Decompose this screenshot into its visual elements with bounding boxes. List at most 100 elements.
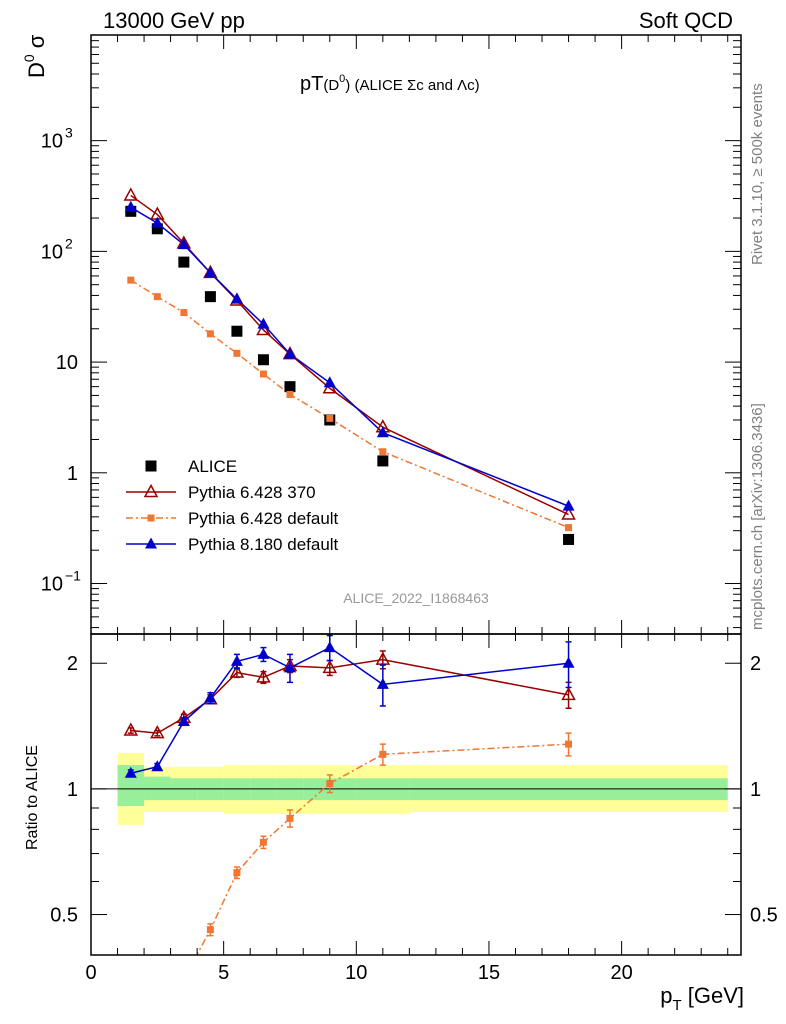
mcplots-credit-text: mcplots.cern.ch [arXiv:1306.3436] (749, 403, 766, 630)
ratio-point-pythia-6-428-370 (256, 669, 271, 683)
ratio-point-pythia-6-428-default (206, 926, 214, 934)
data-point-pythia-6-428-default (286, 390, 294, 398)
data-point-pythia-8-180-default (230, 292, 243, 304)
data-point-pythia-6-428-default (180, 309, 188, 317)
ratio-point-pythia-6-428-default (180, 976, 187, 983)
ratio-point-pythia-6-428-370 (229, 664, 245, 678)
data-point-pythia-6-428-default (565, 524, 573, 532)
data-point-pythia-8-180-default (177, 238, 190, 250)
data-point-pythia-8-180-default (257, 317, 270, 329)
main-y-axis-label: D0 σ (21, 34, 49, 78)
ratio-point-pythia-8-180-default (323, 641, 336, 653)
main-y-tick-exponent: 2 (65, 235, 73, 251)
data-point-pythia-8-180-default (283, 347, 296, 359)
data-point-alice (151, 223, 163, 235)
rivet-version-text: Rivet 3.1.10, ≥ 500k events (749, 83, 766, 265)
x-tick-label: 15 (478, 962, 500, 984)
legend-label-pythia-8-180-default: Pythia 8.180 default (188, 535, 339, 554)
data-point-pythia-6-428-370 (256, 321, 271, 336)
x-tick-label: 5 (218, 962, 229, 984)
ratio-point-pythia-8-180-default (177, 715, 190, 727)
data-point-pythia-8-180-default (562, 499, 575, 511)
ratio-y-tick-label-right: 0.5 (750, 905, 778, 927)
header-right: Soft QCD (639, 8, 733, 33)
x-tick-label: 10 (345, 962, 367, 984)
ratio-point-pythia-8-180-default (562, 656, 575, 668)
main-y-tick-label: 10 (41, 131, 63, 153)
data-point-pythia-6-428-default (153, 293, 161, 301)
ratio-point-pythia-8-180-default (124, 766, 137, 778)
data-point-alice (284, 381, 296, 393)
ratio-line-pythia-6-428-default (195, 743, 569, 955)
ratio-y-tick-label-right: 1 (750, 779, 761, 801)
ratio-point-pythia-6-428-default (379, 750, 387, 758)
data-point-alice (257, 354, 269, 366)
legend-marker-pythia-8-180-default (145, 537, 157, 549)
data-point-alice (178, 256, 190, 268)
data-point-alice (377, 455, 389, 467)
series-line-pythia-6-428-default (130, 279, 569, 529)
main-y-tick-label: 10 (41, 574, 63, 596)
data-point-pythia-6-428-370 (561, 506, 576, 520)
data-point-alice (563, 533, 575, 545)
main-y-tick-label: 1 (67, 463, 78, 485)
ratio-point-pythia-8-180-default (204, 691, 217, 703)
ratio-point-pythia-6-428-default (326, 780, 334, 788)
data-point-alice (204, 291, 216, 303)
main-y-tick-label: 10 (41, 241, 63, 263)
data-point-pythia-8-180-default (151, 216, 164, 228)
x-tick-label: 0 (85, 962, 96, 984)
x-axis-label: pT [GeV] (660, 983, 744, 1014)
legend-label-pythia-6-428-default: Pythia 6.428 default (188, 509, 339, 528)
ratio-point-pythia-8-180-default (283, 661, 296, 673)
data-point-alice (231, 325, 243, 337)
ratio-point-pythia-8-180-default (151, 760, 164, 772)
main-y-tick-exponent: −1 (65, 568, 81, 584)
main-y-tick-exponent: 3 (65, 125, 73, 141)
series-line-pythia-8-180-default (130, 206, 569, 507)
data-point-pythia-6-428-default (127, 276, 135, 284)
ratio-point-pythia-6-428-default (233, 869, 241, 877)
ratio-y-axis-label: Ratio to ALICE (24, 745, 41, 850)
header-left: 13000 GeV pp (103, 8, 245, 33)
legend-label-alice: ALICE (188, 457, 237, 476)
ratio-line-pythia-6-428-370 (130, 658, 569, 734)
data-point-pythia-6-428-default (259, 370, 267, 378)
main-y-tick-label: 10 (56, 352, 78, 374)
x-tick-label: 20 (610, 962, 632, 984)
ratio-y-tick-label: 1 (67, 779, 78, 801)
data-point-pythia-6-428-default (206, 330, 214, 338)
legend-marker-alice (145, 460, 157, 472)
ratio-point-pythia-6-428-370 (322, 659, 338, 674)
ratio-y-tick-label: 0.5 (50, 905, 78, 927)
ratio-point-pythia-6-428-370 (561, 686, 576, 701)
ratio-point-pythia-6-428-default (259, 838, 267, 846)
ratio-point-pythia-8-180-default (376, 677, 389, 689)
data-point-pythia-6-428-default (379, 448, 387, 456)
ratio-point-pythia-8-180-default (230, 654, 243, 666)
ratio-line-pythia-8-180-default (130, 646, 569, 774)
data-point-pythia-8-180-default (376, 426, 389, 438)
ratio-band-inner (144, 776, 171, 801)
legend-marker-pythia-6-428-default (147, 514, 155, 522)
data-point-pythia-8-180-default (204, 266, 217, 278)
ratio-point-pythia-6-428-default (286, 814, 294, 822)
legend-marker-pythia-6-428-370 (143, 483, 159, 498)
analysis-watermark: ALICE_2022_I1868463 (343, 590, 489, 606)
ratio-point-pythia-6-428-370 (375, 651, 391, 665)
ratio-plot-frame (90, 633, 742, 956)
legend-label-pythia-6-428-370: Pythia 6.428 370 (188, 483, 316, 502)
ratio-point-pythia-8-180-default (257, 647, 270, 659)
ratio-point-pythia-6-428-370 (123, 722, 139, 736)
data-point-pythia-8-180-default (323, 376, 336, 388)
data-point-pythia-6-428-370 (123, 187, 139, 201)
ratio-point-pythia-6-428-370 (150, 725, 165, 739)
data-point-pythia-8-180-default (124, 200, 137, 212)
ratio-point-pythia-6-428-default (565, 740, 573, 748)
ratio-y-tick-label-right: 2 (750, 653, 761, 675)
ratio-y-tick-label: 2 (67, 653, 78, 675)
data-point-pythia-6-428-default (233, 349, 241, 357)
main-plot-title: pT(D0) (ALICE Σc and Λc) (300, 73, 480, 95)
